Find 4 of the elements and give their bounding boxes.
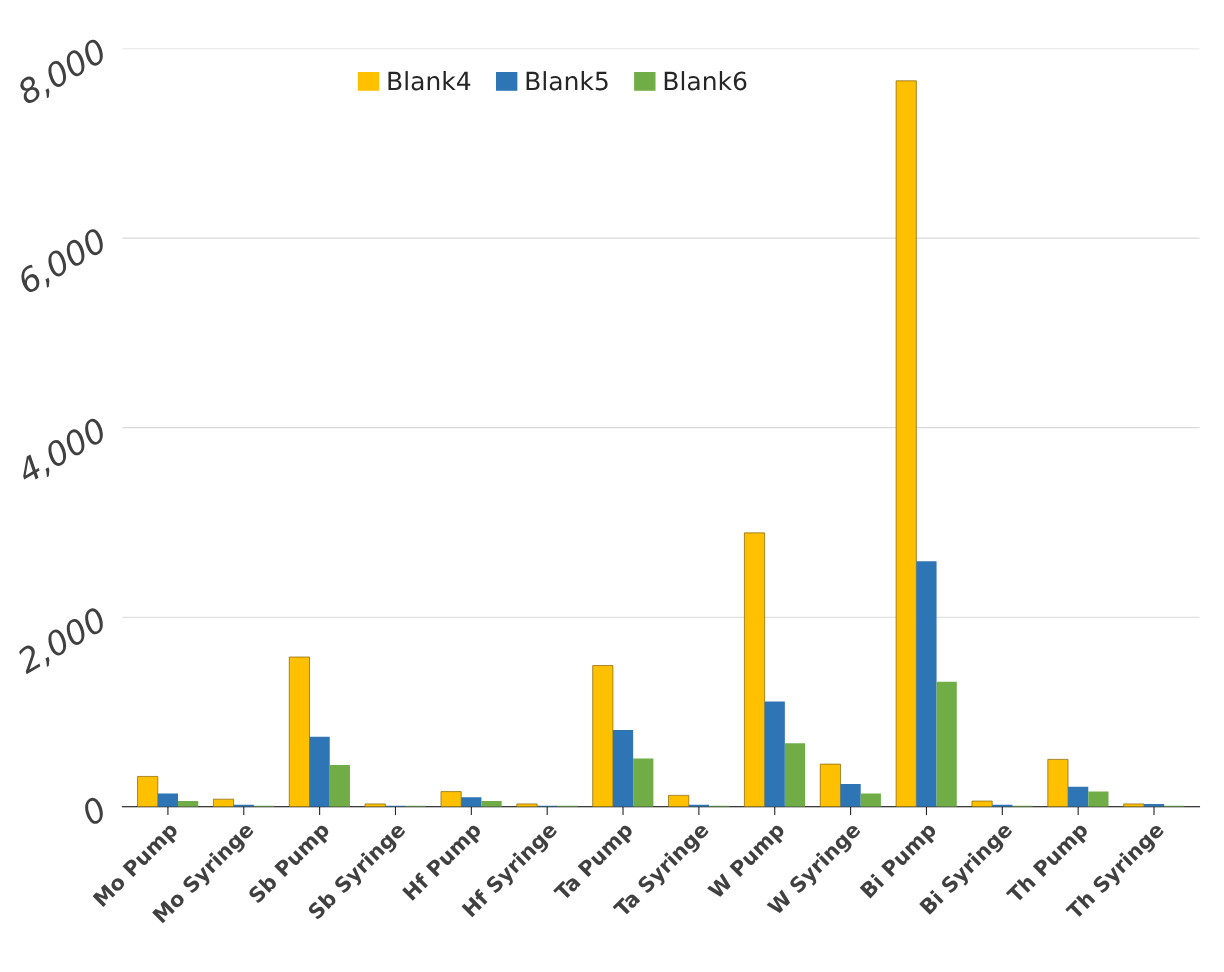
legend-label: Blank6 [664, 71, 747, 91]
legend-label: Blank5 [526, 71, 608, 91]
y-tick-label: 0 [79, 795, 108, 827]
legend-label: Blank4 [388, 71, 471, 91]
